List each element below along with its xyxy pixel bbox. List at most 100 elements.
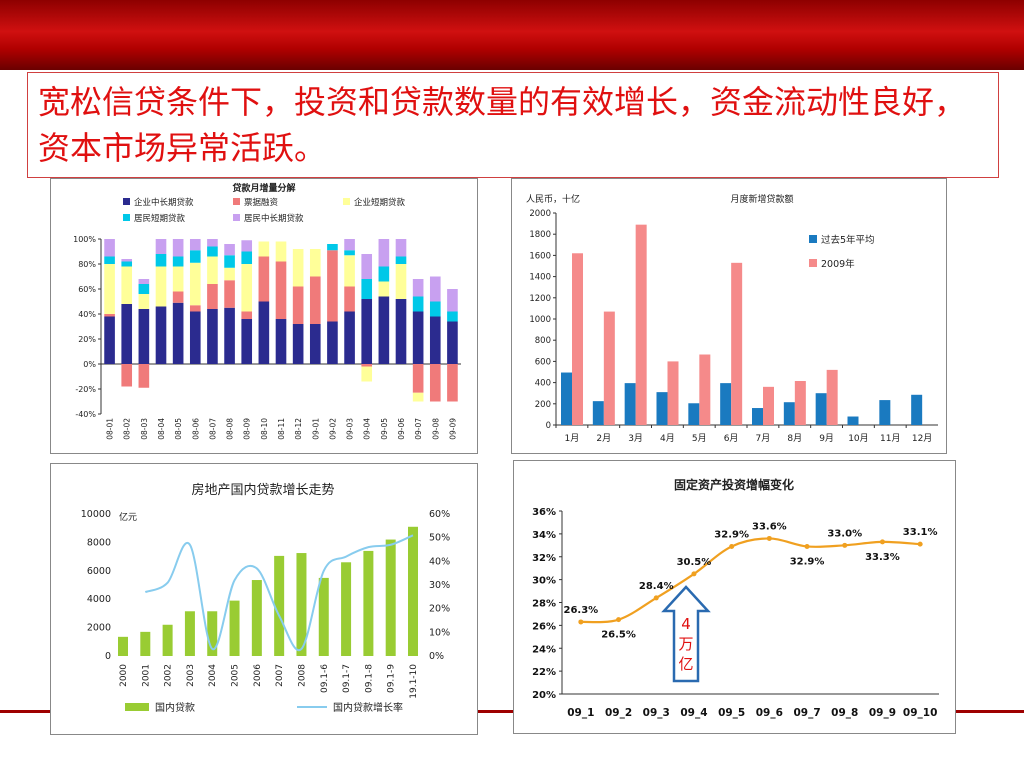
x-tick-label: 08-06 — [191, 418, 200, 440]
x-tick-label: 09-06 — [397, 418, 406, 440]
x-tick-label: 2004 — [208, 664, 218, 687]
bar — [572, 253, 583, 425]
y-tick-label: 34% — [532, 530, 556, 541]
bar-segment — [361, 364, 373, 367]
bar-segment — [224, 267, 235, 281]
y-tick-label: 2000 — [87, 623, 111, 634]
x-tick-label: 10月 — [848, 433, 868, 444]
bar-segment — [121, 259, 133, 262]
bar-segment — [429, 301, 441, 317]
decorative-line-middle — [478, 710, 514, 713]
bar-segment — [189, 239, 201, 251]
bar-segment — [207, 239, 218, 247]
bar — [699, 354, 711, 425]
y-tick-label: 200 — [535, 400, 551, 410]
bar-segment — [327, 250, 338, 322]
real-estate-loans-chart-panel: 房地产国内贷款增长走势 亿元 0 2000 4000 6000 8000 10000 0% 10%… — [50, 463, 478, 735]
bar-segment — [138, 284, 150, 294]
y-tick-label: 80% — [78, 260, 96, 269]
bar-segment — [361, 254, 373, 279]
data-label: 33.1% — [903, 527, 938, 538]
bar-segment — [361, 366, 373, 382]
x-tick-label: 8月 — [787, 433, 802, 444]
bar — [561, 372, 572, 425]
x-tick-label: 3月 — [628, 433, 643, 444]
bar — [385, 539, 396, 656]
bar — [826, 369, 838, 425]
bar-segment — [241, 251, 253, 264]
y-tick-label: 20% — [532, 690, 556, 701]
x-tick-label: 09-03 — [346, 418, 355, 440]
bar-segment — [378, 239, 390, 267]
data-label: 33.3% — [865, 552, 900, 563]
chart-title: 固定资产投资增幅变化 — [674, 477, 794, 492]
data-label: 26.3% — [563, 605, 598, 616]
legend-label: 企业短期贷款 — [354, 197, 406, 208]
bar — [363, 550, 374, 656]
bar-segment — [447, 311, 458, 322]
bar-segment — [224, 244, 235, 256]
bar-segment — [241, 311, 253, 319]
y-tick-label: -40% — [75, 410, 96, 419]
bar-segment — [258, 301, 270, 364]
bar-segment — [292, 324, 304, 364]
data-point — [766, 535, 772, 541]
bar-segment — [138, 309, 150, 364]
bar-segment — [172, 291, 184, 303]
legend-label: 国内贷款 — [155, 701, 195, 714]
bar-segment — [138, 364, 150, 388]
y-tick-label: 0% — [83, 360, 96, 369]
x-tick-label: 08-10 — [260, 418, 269, 440]
y-tick-label: 26% — [532, 621, 556, 632]
bar — [251, 580, 262, 656]
y-tick-label: 1800 — [529, 230, 551, 240]
y2-tick-label: 40% — [429, 556, 450, 567]
bar-segment — [309, 276, 321, 324]
x-tick-label: 08-07 — [208, 418, 217, 440]
bar — [207, 611, 218, 656]
y2-tick-label: 30% — [429, 580, 450, 591]
x-tick-label: 09_8 — [831, 707, 858, 719]
bar-segment — [241, 264, 253, 312]
y-tick-label: 10000 — [81, 509, 111, 520]
bar-segment — [395, 239, 407, 257]
x-tick-label: 09.1-6 — [320, 664, 330, 693]
bar-segment — [104, 314, 115, 317]
fixed-asset-investment-chart: 固定资产投资增幅变化 20% 22% 24% 26% 28% 30% 32% 34% 36% 26.… — [532, 477, 939, 719]
bar-segment — [207, 256, 218, 284]
y-tick-label: 28% — [532, 599, 556, 610]
x-tick-label: 09-07 — [414, 418, 423, 440]
data-point — [653, 595, 659, 601]
data-label: 33.0% — [827, 528, 862, 539]
data-label: 32.9% — [790, 556, 825, 567]
bar-segment — [378, 296, 390, 364]
y-tick-label: 6000 — [87, 566, 111, 577]
x-tick-label: 09_10 — [903, 707, 937, 719]
bar-segment — [172, 302, 184, 364]
y-tick-label: -20% — [75, 385, 96, 394]
data-point — [616, 617, 622, 623]
bar-segment — [189, 311, 201, 364]
decorative-line-right — [956, 710, 1024, 713]
x-tick-label: 09.1-9 — [387, 664, 397, 693]
y-tick-label: 1000 — [529, 315, 551, 325]
bar-segment — [429, 276, 441, 302]
bar-segment — [309, 324, 321, 364]
y-tick-label: 1200 — [529, 294, 551, 304]
bar — [763, 386, 774, 425]
bar — [783, 402, 795, 425]
bar-segment — [292, 286, 304, 324]
bar-segment — [121, 266, 133, 304]
bar-segment — [138, 294, 150, 309]
data-label: 28.4% — [639, 581, 674, 592]
bar-segment — [395, 299, 407, 364]
bar-segment — [172, 256, 184, 267]
bar-segment — [412, 311, 424, 364]
bar-segment — [104, 239, 115, 257]
y-tick-label: 8000 — [87, 537, 111, 548]
x-tick-label: 2000 — [119, 664, 129, 687]
x-tick-label: 08-12 — [294, 418, 303, 440]
x-tick-label: 2月 — [596, 433, 611, 444]
bar-segment — [258, 256, 270, 302]
